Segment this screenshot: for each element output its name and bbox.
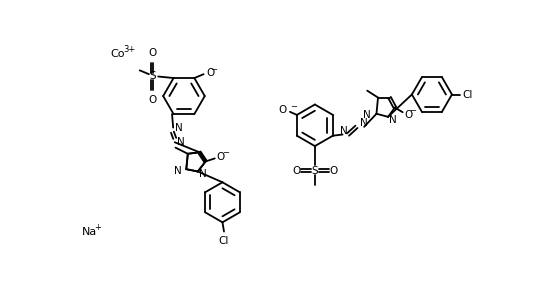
Text: −: − <box>290 102 297 111</box>
Text: +: + <box>95 223 101 232</box>
Text: O: O <box>404 110 412 119</box>
Text: O: O <box>148 48 156 58</box>
Text: N: N <box>174 166 182 176</box>
Text: N: N <box>360 118 368 128</box>
Text: N: N <box>389 115 396 125</box>
Text: Cl: Cl <box>219 236 229 246</box>
Text: O: O <box>329 166 337 176</box>
Text: −: − <box>222 148 229 158</box>
Text: −: − <box>410 106 417 115</box>
Text: Cl: Cl <box>462 90 473 100</box>
Text: O: O <box>292 166 301 176</box>
Text: O: O <box>279 105 287 115</box>
Text: Co: Co <box>111 49 125 59</box>
Text: N: N <box>340 126 348 136</box>
Text: N: N <box>177 137 185 147</box>
Text: O: O <box>216 152 224 162</box>
Text: S: S <box>149 71 156 81</box>
Text: N: N <box>175 123 183 133</box>
Text: Na: Na <box>82 227 98 237</box>
Text: N: N <box>364 110 371 119</box>
Text: N: N <box>199 169 207 179</box>
Text: −: − <box>211 65 217 74</box>
Text: O: O <box>148 95 156 105</box>
Text: O: O <box>206 68 214 78</box>
Text: S: S <box>311 166 318 176</box>
Text: 3+: 3+ <box>123 44 135 54</box>
